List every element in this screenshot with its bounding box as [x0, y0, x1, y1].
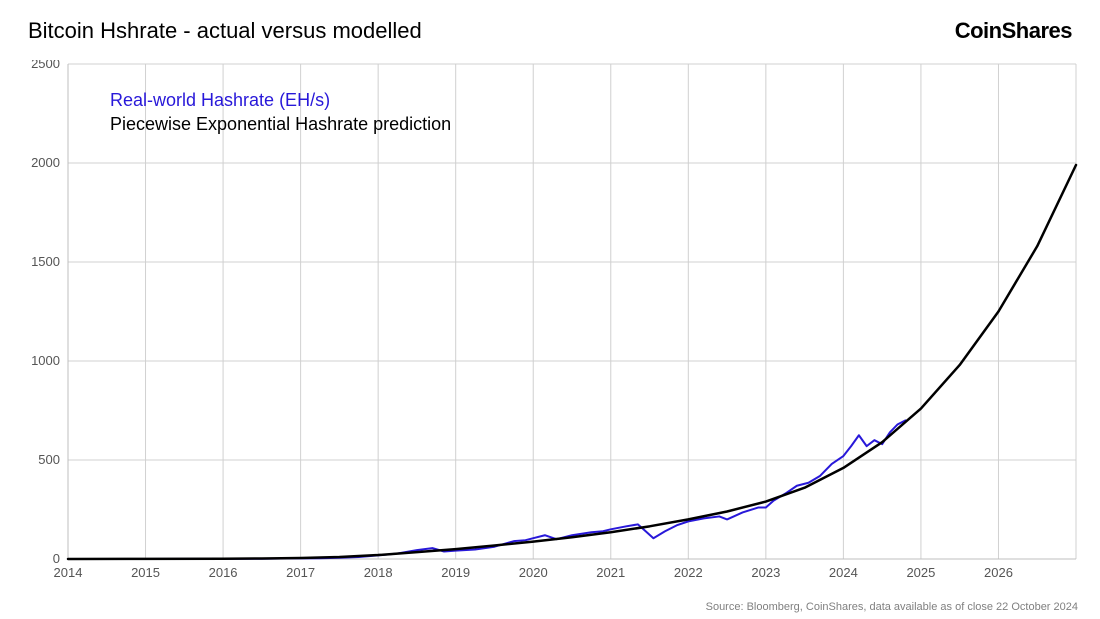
- legend-series-1: Real-world Hashrate (EH/s): [110, 88, 451, 112]
- x-tick-label: 2021: [596, 565, 625, 580]
- chart-area: 0 500 1000 1500 2000 2500 2014 2015 2016 2017 2018…: [28, 60, 1080, 585]
- series-line-2: [68, 165, 1076, 559]
- x-tick-label: 2019: [441, 565, 470, 580]
- x-tick-label: 2020: [519, 565, 548, 580]
- x-tick-label: 2014: [54, 565, 83, 580]
- chart-svg: 0 500 1000 1500 2000 2500 2014 2015 2016 2017 2018…: [28, 60, 1080, 585]
- x-tick-label: 2026: [984, 565, 1013, 580]
- y-tick-label: 2500: [31, 60, 60, 71]
- header: Bitcoin Hshrate - actual versus modelled…: [28, 18, 1080, 44]
- x-tick-label: 2025: [906, 565, 935, 580]
- chart-title: Bitcoin Hshrate - actual versus modelled: [28, 18, 422, 44]
- x-tick-label: 2024: [829, 565, 858, 580]
- chart-container: Bitcoin Hshrate - actual versus modelled…: [0, 0, 1100, 619]
- x-tick-label: 2017: [286, 565, 315, 580]
- y-tick-label: 0: [53, 551, 60, 566]
- legend: Real-world Hashrate (EH/s) Piecewise Exp…: [110, 88, 451, 137]
- x-tick-label: 2022: [674, 565, 703, 580]
- y-tick-label: 500: [38, 452, 60, 467]
- y-tick-label: 1500: [31, 254, 60, 269]
- x-tick-label: 2023: [751, 565, 780, 580]
- y-tick-label: 1000: [31, 353, 60, 368]
- x-tick-label: 2018: [364, 565, 393, 580]
- legend-series-2: Piecewise Exponential Hashrate predictio…: [110, 112, 451, 136]
- series-line-1: [68, 420, 905, 559]
- brand-logo: CoinShares: [955, 18, 1072, 44]
- x-tick-label: 2016: [209, 565, 238, 580]
- x-tick-label: 2015: [131, 565, 160, 580]
- source-attribution: Source: Bloomberg, CoinShares, data avai…: [706, 601, 1078, 613]
- y-tick-label: 2000: [31, 155, 60, 170]
